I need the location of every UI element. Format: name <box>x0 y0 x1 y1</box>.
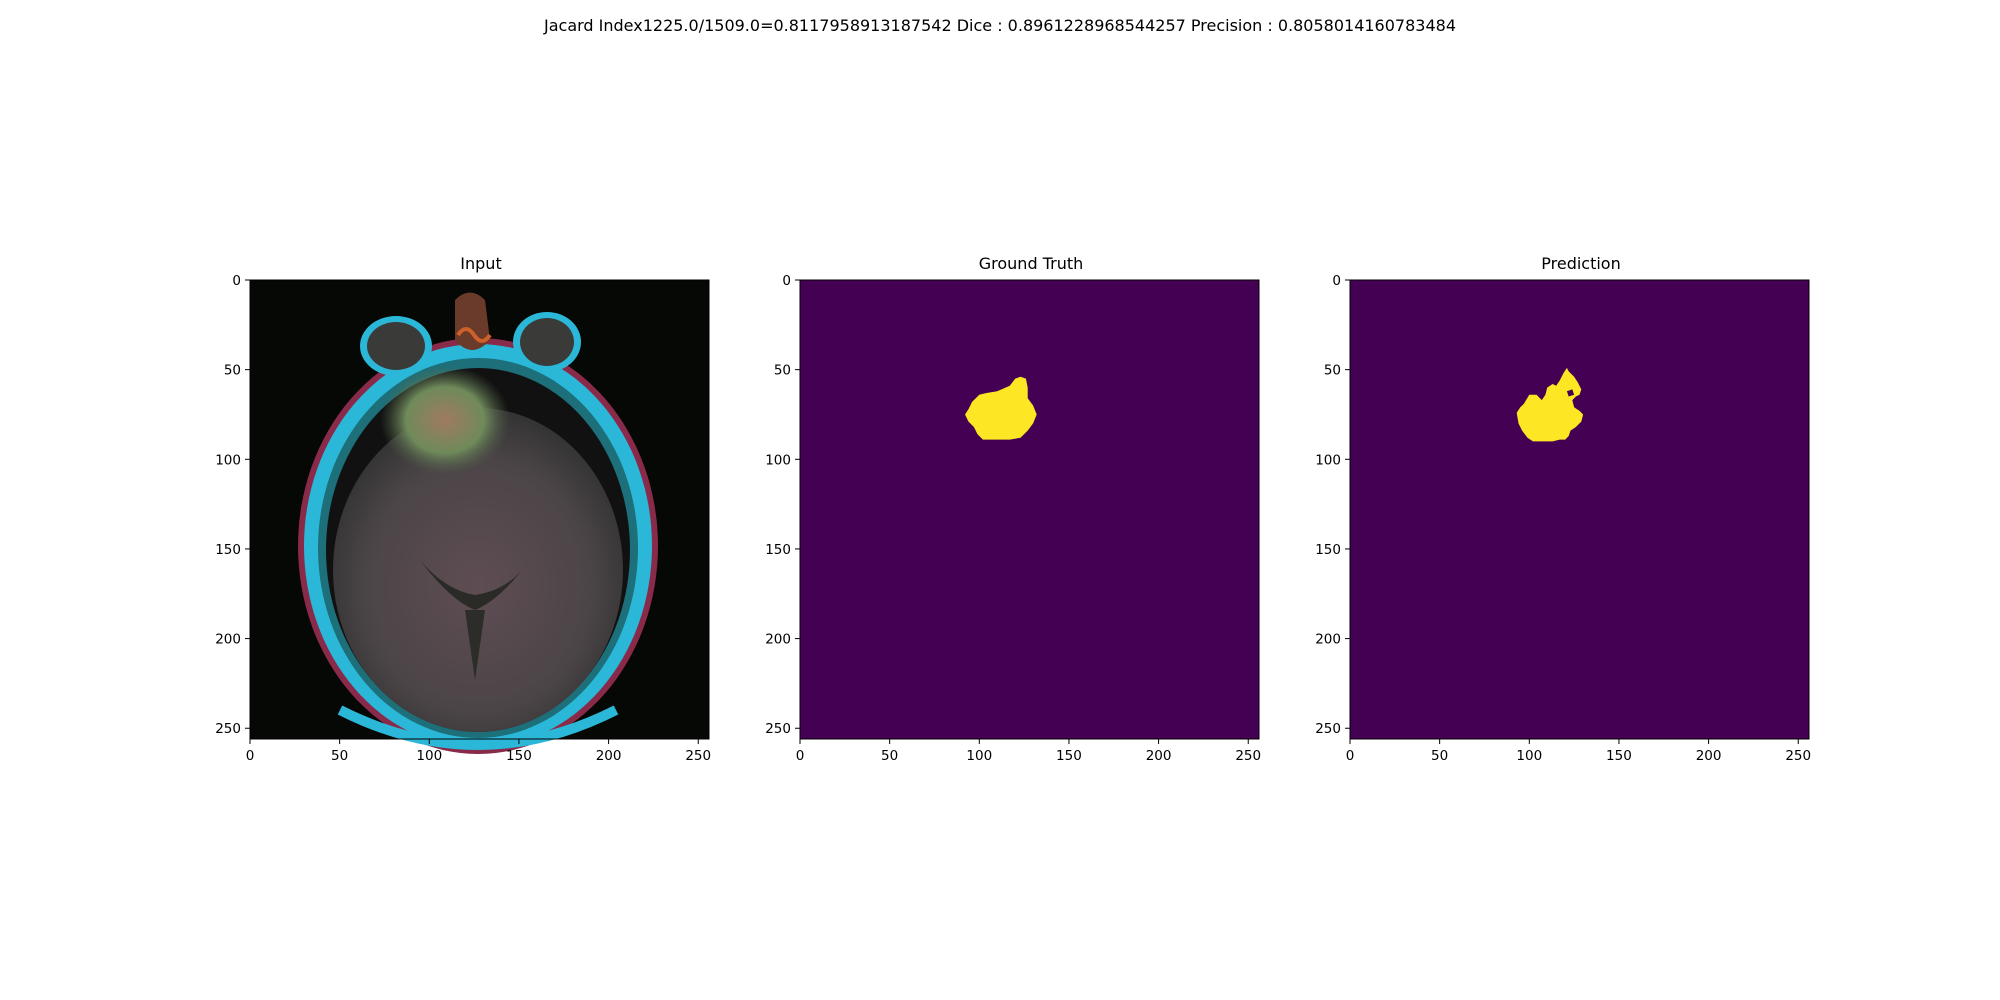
x-tick-label: 0 <box>796 748 805 764</box>
x-tick-label: 100 <box>966 748 992 764</box>
y-tick-label: 0 <box>782 273 791 289</box>
y-tick-label: 200 <box>765 632 791 648</box>
prediction-axes-frame <box>1349 279 1810 740</box>
ground-truth-x-ticks: 0 50 100 150 200 250 <box>796 739 1261 764</box>
x-tick-label: 50 <box>881 748 898 764</box>
panel-title-prediction: Prediction <box>1541 254 1621 273</box>
input-axes-frame <box>249 279 710 740</box>
sinus-highlight <box>456 327 492 343</box>
y-tick-label: 50 <box>1324 363 1341 379</box>
x-tick-label: 0 <box>246 748 255 764</box>
panel-title-ground-truth: Ground Truth <box>978 254 1084 273</box>
y-tick-label: 50 <box>224 363 241 379</box>
ground-truth-tumor-mask <box>965 376 1037 440</box>
x-tick-label: 150 <box>1606 748 1632 764</box>
y-tick-label: 0 <box>232 273 241 289</box>
y-tick-label: 150 <box>1315 542 1341 558</box>
tumor-region <box>380 365 510 475</box>
input-y-ticks: 0 50 100 150 200 250 <box>215 273 250 737</box>
y-tick-label: 100 <box>765 452 791 468</box>
right-orbit <box>520 318 574 366</box>
prediction-y-ticks: 0 50 100 150 200 250 <box>1315 273 1350 737</box>
y-tick-label: 100 <box>215 452 241 468</box>
y-tick-label: 250 <box>1315 721 1341 737</box>
x-tick-label: 150 <box>1056 748 1082 764</box>
brain-tissue <box>333 408 623 732</box>
y-tick-label: 250 <box>765 721 791 737</box>
prediction-mask-hole <box>1566 389 1575 397</box>
input-x-ticks: 0 50 100 150 200 250 <box>246 739 711 764</box>
x-tick-label: 250 <box>685 748 711 764</box>
midline-structure <box>465 610 485 680</box>
y-tick-label: 0 <box>1332 273 1341 289</box>
input-axes: 0 50 100 150 200 250 0 50 100 150 200 250 <box>215 273 711 764</box>
y-tick-label: 50 <box>774 363 791 379</box>
x-tick-label: 0 <box>1346 748 1355 764</box>
x-tick-label: 50 <box>1431 748 1448 764</box>
x-tick-label: 100 <box>416 748 442 764</box>
x-tick-label: 150 <box>506 748 532 764</box>
y-tick-label: 200 <box>1315 632 1341 648</box>
ground-truth-y-ticks: 0 50 100 150 200 250 <box>765 273 800 737</box>
x-tick-label: 50 <box>331 748 348 764</box>
ground-truth-axes-frame <box>799 279 1260 740</box>
prediction-background <box>1350 280 1809 739</box>
prediction-axes: 0 50 100 150 200 250 0 50 100 150 200 250 <box>1315 273 1811 764</box>
nasal-region <box>455 292 490 350</box>
x-tick-label: 250 <box>1785 748 1811 764</box>
ventricles <box>420 560 530 610</box>
x-tick-label: 250 <box>1235 748 1261 764</box>
y-tick-label: 150 <box>765 542 791 558</box>
prediction-tumor-mask <box>1516 367 1584 442</box>
x-tick-label: 200 <box>1146 748 1172 764</box>
prediction-x-ticks: 0 50 100 150 200 250 <box>1346 739 1811 764</box>
ground-truth-background <box>800 280 1259 739</box>
y-tick-label: 100 <box>1315 452 1341 468</box>
x-tick-label: 100 <box>1516 748 1542 764</box>
left-orbit <box>367 322 425 370</box>
y-tick-label: 250 <box>215 721 241 737</box>
figure-suptitle: Jacard Index1225.0/1509.0=0.811795891318… <box>544 16 1456 35</box>
x-tick-label: 200 <box>1696 748 1722 764</box>
mri-input-image <box>250 280 709 754</box>
ground-truth-axes: 0 50 100 150 200 250 0 50 100 150 200 250 <box>765 273 1261 764</box>
y-tick-label: 150 <box>215 542 241 558</box>
panel-title-input: Input <box>460 254 502 273</box>
x-tick-label: 200 <box>596 748 622 764</box>
posterior-skull <box>337 705 619 750</box>
y-tick-label: 200 <box>215 632 241 648</box>
